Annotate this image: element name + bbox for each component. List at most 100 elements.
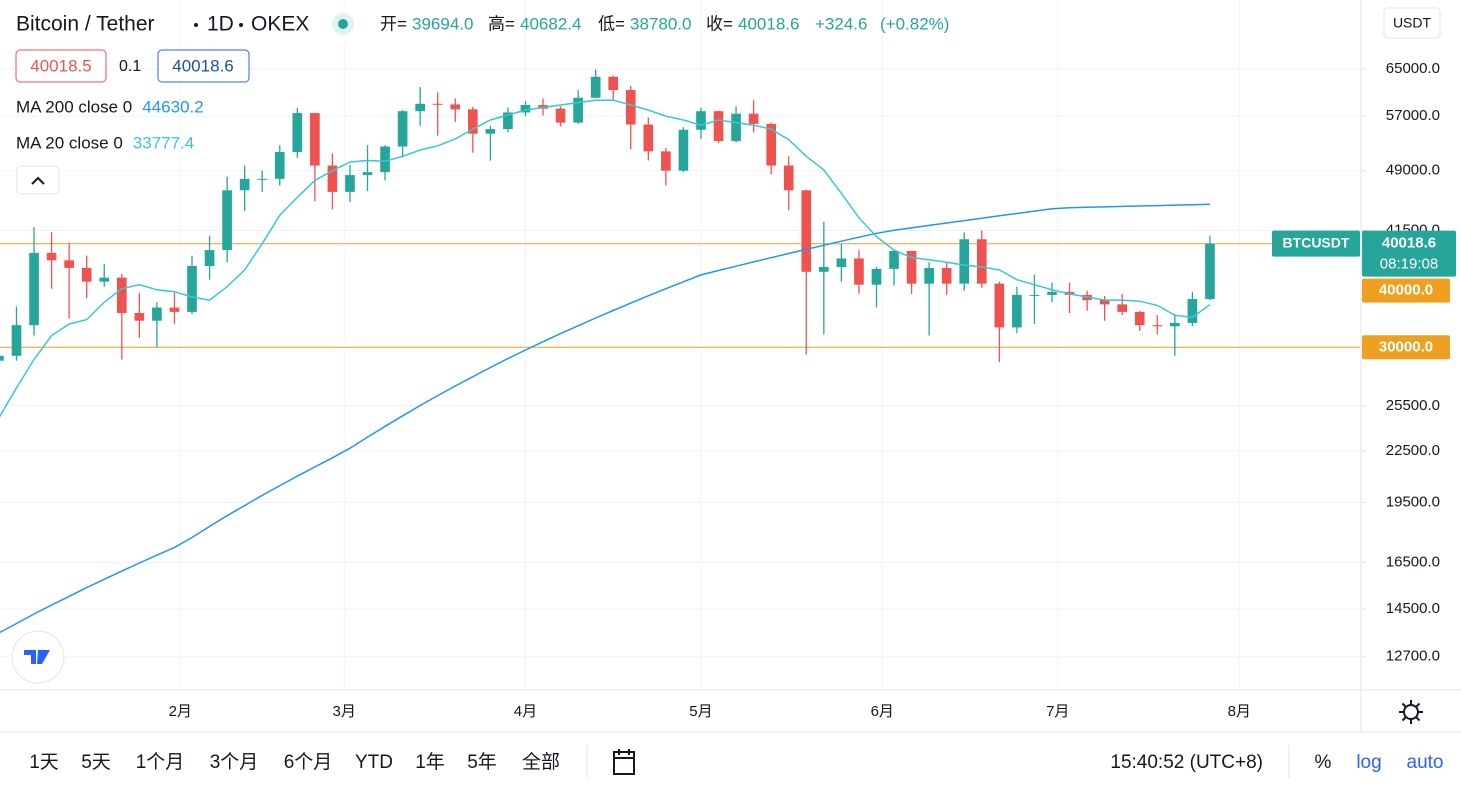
candle-body xyxy=(397,111,408,147)
grid xyxy=(0,0,1360,690)
candle-body xyxy=(485,129,496,134)
indicator-legend: MA 200 close 0 44630.2 MA 20 close 0 33777.… xyxy=(16,97,204,152)
candle-body xyxy=(906,251,917,284)
interval: 1D xyxy=(207,13,234,36)
candle-body xyxy=(0,355,4,361)
candle-body xyxy=(994,283,1005,328)
percent-toggle[interactable]: % xyxy=(1315,752,1332,773)
candle-body xyxy=(187,266,197,312)
candle-body xyxy=(116,277,127,313)
sell-button[interactable] xyxy=(15,49,107,83)
y-tick-label: 49000.0 xyxy=(1386,162,1440,179)
range-button[interactable]: 5年 xyxy=(467,751,497,773)
symbol-label: BTCUSDT xyxy=(1283,234,1350,250)
candle-body xyxy=(467,109,478,134)
candle-body xyxy=(836,258,847,267)
spread: 0.1 xyxy=(119,58,141,75)
candle-body xyxy=(362,172,373,176)
logo xyxy=(24,650,50,664)
range-button[interactable]: 1年 xyxy=(415,751,445,773)
currency-button[interactable] xyxy=(1383,7,1441,39)
quote-label: 高= xyxy=(488,14,515,33)
legend-value: 44630.2 xyxy=(142,97,203,116)
range-button[interactable]: 1天 xyxy=(29,752,59,773)
range-button[interactable]: 1个月 xyxy=(136,751,185,773)
y-tick-label: 16500.0 xyxy=(1386,553,1440,570)
y-tick-label: 22500.0 xyxy=(1386,442,1440,459)
axes: 65000.057000.049000.041500.025500.022500… xyxy=(169,60,1456,720)
candle-body xyxy=(625,90,636,125)
legend-value: 33777.4 xyxy=(133,133,194,152)
exchange: OKEX xyxy=(251,13,309,36)
candle-body xyxy=(590,76,601,98)
candle-body xyxy=(29,252,39,326)
candle-body xyxy=(81,267,92,282)
separator-dot xyxy=(239,23,243,27)
candle-body xyxy=(678,129,689,171)
candle-body xyxy=(239,178,250,191)
candle-body xyxy=(976,239,987,284)
candle-body xyxy=(274,152,285,179)
candle-body xyxy=(1029,294,1040,296)
goto-date-button[interactable] xyxy=(613,749,635,775)
candle-body xyxy=(380,146,390,173)
y-tick-label: 57000.0 xyxy=(1386,107,1440,124)
x-tick-label: 6月 xyxy=(871,703,894,720)
market-status-dot xyxy=(338,19,348,29)
last-price: 40018.6 xyxy=(1382,235,1436,252)
range-button[interactable]: YTD xyxy=(355,752,393,773)
ohlc-quote: 开= 39694.0 高= 40682.4 低= 38780.0 收= 40018.6 xyxy=(380,14,799,33)
candle-body xyxy=(871,268,882,285)
candle-body xyxy=(713,111,724,142)
candle-body xyxy=(99,277,110,282)
candle-body xyxy=(64,260,74,268)
candle-body xyxy=(257,178,268,180)
candle-body xyxy=(573,97,583,123)
legend-name: MA 20 close 0 xyxy=(16,133,123,152)
log-toggle[interactable]: log xyxy=(1356,752,1381,773)
settings-icon xyxy=(1399,700,1423,724)
candle-body xyxy=(134,312,145,321)
x-tick-label: 4月 xyxy=(514,703,537,720)
y-tick-label: 12700.0 xyxy=(1386,648,1440,665)
candle-body xyxy=(1187,299,1198,323)
candle-body xyxy=(1099,300,1110,305)
y-tick-label: 25500.0 xyxy=(1386,397,1440,414)
auto-toggle[interactable]: auto xyxy=(1407,752,1444,773)
candle-body xyxy=(643,124,654,152)
range-button[interactable]: 3个月 xyxy=(210,751,259,773)
x-tick-label: 5月 xyxy=(689,703,712,720)
clock: 15:40:52 (UTC+8) xyxy=(1110,752,1263,773)
plot-area xyxy=(0,69,1360,634)
range-button[interactable]: 6个月 xyxy=(284,751,333,773)
candle-body xyxy=(503,112,513,130)
buy-button[interactable] xyxy=(157,49,250,83)
candle-body xyxy=(432,103,443,105)
separator-dot xyxy=(194,23,198,27)
symbol-label-box xyxy=(1272,230,1360,257)
candle-body xyxy=(1134,311,1145,326)
collapse-legend-button[interactable] xyxy=(16,165,60,195)
quote-label: 收= xyxy=(706,14,733,33)
x-tick-label: 8月 xyxy=(1228,703,1251,720)
candle-body xyxy=(661,151,671,171)
bid: 40018.5 xyxy=(30,56,91,75)
quote-value: 38780.0 xyxy=(630,14,691,33)
candle-body xyxy=(696,111,706,130)
x-tick-label: 2月 xyxy=(169,703,192,720)
range-button[interactable]: 全部 xyxy=(522,751,560,773)
candle-body xyxy=(345,175,355,192)
candle-body xyxy=(152,307,162,321)
moving-average-line xyxy=(0,99,1211,418)
candle-body xyxy=(1152,325,1163,327)
candle-body xyxy=(854,258,864,285)
hline-label-box xyxy=(1362,335,1450,360)
range-button[interactable]: 5天 xyxy=(81,752,111,773)
candle-body xyxy=(889,251,899,269)
x-tick-label: 7月 xyxy=(1046,703,1069,720)
candle-body xyxy=(222,190,232,251)
settings-button[interactable] xyxy=(1403,704,1419,720)
candle-body xyxy=(520,105,531,113)
candle-body xyxy=(555,108,566,123)
